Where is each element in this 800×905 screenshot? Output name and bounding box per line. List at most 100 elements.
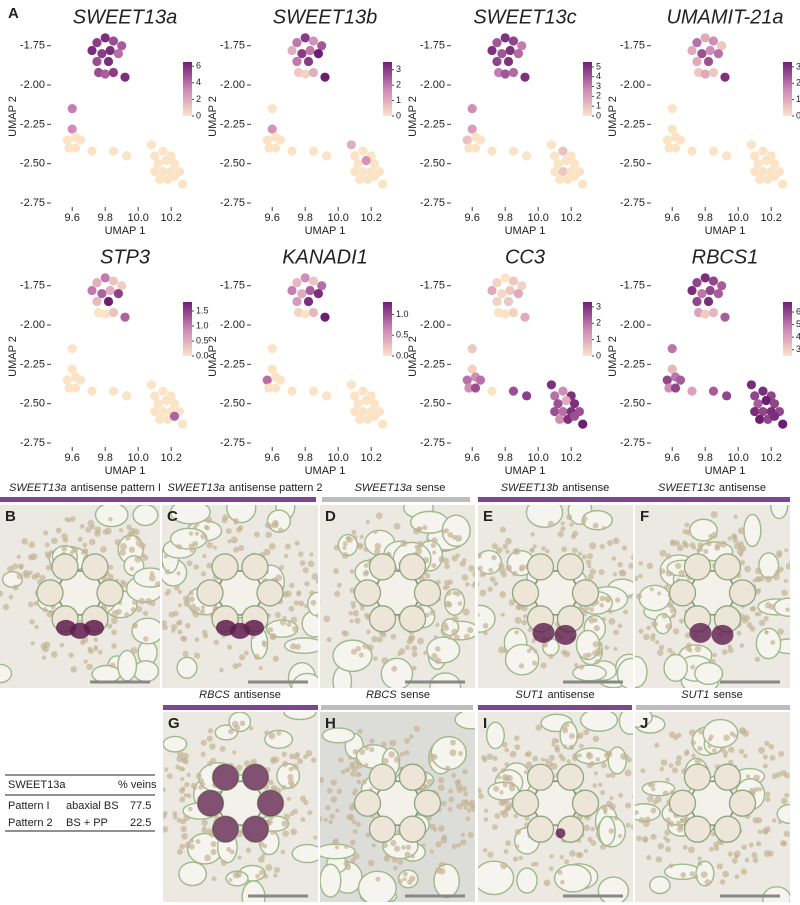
chloroplast bbox=[554, 747, 561, 753]
chloroplast bbox=[281, 784, 287, 791]
chloroplast bbox=[667, 647, 673, 653]
data-point bbox=[687, 386, 697, 396]
data-point bbox=[300, 273, 310, 283]
chloroplast bbox=[359, 534, 364, 539]
chloroplast bbox=[599, 595, 606, 602]
chloroplast bbox=[491, 555, 497, 561]
x-tick-label: 9.6 bbox=[665, 452, 680, 464]
data-point bbox=[67, 104, 77, 114]
cell-wall bbox=[525, 505, 564, 528]
gene-name: SWEET13b bbox=[501, 482, 558, 494]
chloroplast bbox=[704, 879, 712, 886]
panel-header: SUT1 sense bbox=[681, 689, 742, 701]
chloroplast bbox=[258, 665, 263, 671]
chloroplast bbox=[79, 524, 85, 529]
cell-wall bbox=[225, 870, 249, 887]
gene-name: SWEET13a bbox=[355, 482, 412, 494]
chloroplast bbox=[431, 653, 438, 660]
chloroplast bbox=[638, 561, 644, 566]
chloroplast bbox=[351, 529, 357, 535]
x-tick-label: 10.2 bbox=[560, 452, 581, 464]
chloroplast bbox=[505, 537, 512, 545]
chloroplast bbox=[500, 571, 507, 578]
chloroplast bbox=[233, 546, 240, 553]
data-point bbox=[700, 309, 710, 319]
cell-wall bbox=[132, 660, 160, 683]
chloroplast bbox=[375, 512, 383, 520]
stain bbox=[554, 624, 577, 645]
data-point bbox=[569, 159, 580, 169]
chloroplast bbox=[514, 744, 521, 751]
table-column: % veins bbox=[118, 779, 157, 791]
chloroplast bbox=[328, 819, 333, 825]
bundle-sheath bbox=[713, 815, 742, 843]
chloroplast bbox=[709, 846, 714, 852]
chloroplast bbox=[177, 603, 182, 608]
chloroplast bbox=[349, 839, 356, 846]
chloroplast bbox=[535, 724, 542, 731]
x-tick-label: 10.0 bbox=[327, 212, 348, 224]
data-point bbox=[358, 386, 368, 396]
chloroplast bbox=[710, 511, 718, 519]
chloroplast bbox=[587, 564, 592, 569]
chloroplast bbox=[547, 520, 554, 527]
chloroplast bbox=[504, 762, 509, 767]
chloroplast bbox=[186, 772, 191, 778]
chart: SWEET13c -1.75 -2.00 -2.25 -2.50 -2.75 9.6 9.8 1… bbox=[407, 6, 601, 237]
data-point bbox=[350, 166, 360, 177]
gene-name: SUT1 bbox=[681, 689, 709, 701]
chloroplast bbox=[461, 574, 469, 581]
chloroplast bbox=[315, 612, 318, 619]
cell-wall bbox=[607, 746, 627, 775]
cell-wall bbox=[597, 876, 630, 902]
chloroplast bbox=[127, 531, 134, 538]
chloroplast bbox=[263, 548, 271, 556]
chloroplast bbox=[754, 656, 761, 663]
chloroplast bbox=[492, 755, 498, 761]
chloroplast bbox=[723, 734, 730, 742]
chloroplast bbox=[438, 777, 445, 784]
data-point bbox=[75, 375, 86, 385]
chloroplast bbox=[457, 601, 463, 606]
chloroplast bbox=[587, 573, 594, 581]
chloroplast bbox=[568, 744, 574, 750]
chloroplast bbox=[163, 787, 166, 793]
chloroplast bbox=[61, 533, 68, 540]
chloroplast bbox=[763, 616, 769, 622]
chloroplast bbox=[758, 619, 766, 627]
data-point bbox=[158, 146, 168, 156]
chloroplast bbox=[374, 548, 381, 555]
chloroplast bbox=[286, 621, 292, 627]
chloroplast bbox=[739, 728, 747, 735]
chloroplast bbox=[716, 863, 723, 870]
panel-header: SUT1 antisense bbox=[515, 689, 594, 701]
gene-name: SWEET13c bbox=[658, 482, 715, 494]
data-point bbox=[313, 288, 323, 299]
chloroplast bbox=[578, 664, 585, 670]
chloroplast bbox=[188, 596, 195, 603]
data-point bbox=[267, 124, 277, 134]
chloroplast bbox=[272, 655, 279, 662]
chloroplast bbox=[189, 548, 194, 553]
chloroplast bbox=[613, 646, 618, 652]
chloroplast bbox=[497, 775, 502, 780]
chloroplast bbox=[175, 764, 181, 770]
data-point bbox=[297, 288, 307, 299]
chloroplast bbox=[465, 816, 471, 822]
chloroplast bbox=[513, 813, 518, 819]
chloroplast bbox=[676, 755, 683, 762]
chloroplast bbox=[298, 551, 304, 557]
chloroplast bbox=[250, 758, 257, 765]
data-point bbox=[550, 391, 560, 401]
y-tick-label: -2.75 bbox=[20, 197, 45, 209]
data-point bbox=[169, 159, 180, 169]
micrograph bbox=[478, 505, 633, 688]
chloroplast bbox=[635, 586, 636, 590]
chloroplast bbox=[430, 542, 437, 549]
stain bbox=[689, 622, 712, 643]
chloroplast bbox=[488, 567, 494, 573]
chloroplast bbox=[229, 849, 235, 855]
data-point bbox=[158, 166, 168, 177]
chloroplast bbox=[261, 853, 266, 858]
data-point bbox=[146, 140, 156, 150]
